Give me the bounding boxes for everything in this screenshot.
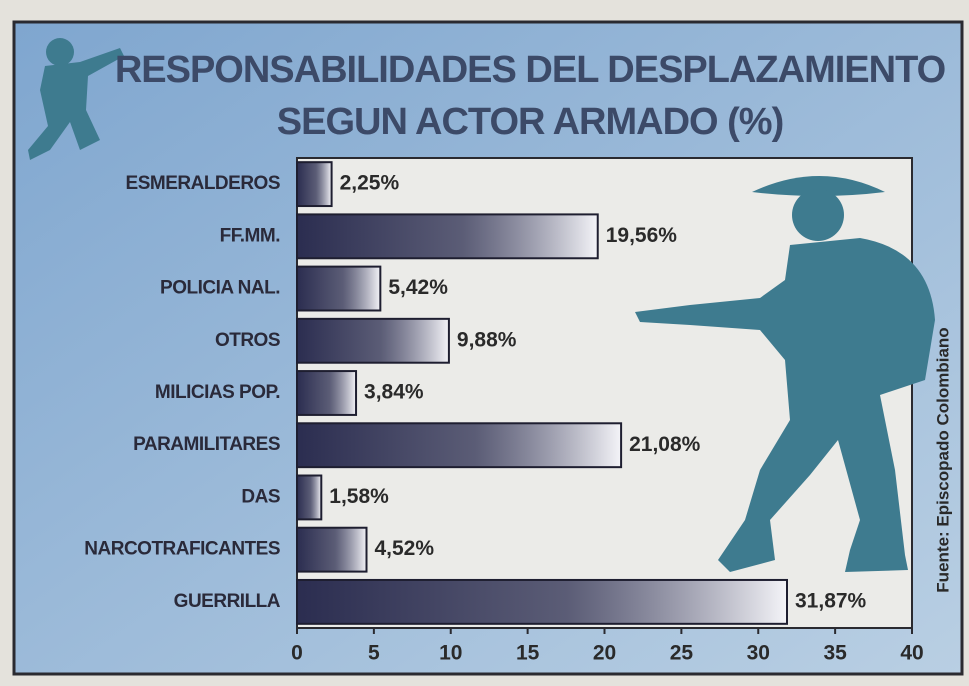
bar [297, 319, 449, 363]
bar [297, 371, 356, 415]
x-tick-label: 10 [439, 642, 462, 665]
data-label: 2,25% [340, 172, 400, 195]
source: Fuente: Episcopado Colombiano [933, 327, 952, 592]
x-tick-label: 0 [291, 642, 303, 665]
y-tick-label: POLICIA NAL. [160, 278, 280, 299]
chart: RESPONSABILIDADES DEL DESPLAZAMIENTO SEGU… [0, 0, 969, 686]
y-tick-label: DAS [241, 486, 280, 507]
y-tick-label: ESMERALDEROS [126, 173, 280, 194]
x-tick-label: 5 [368, 642, 380, 665]
data-label: 1,58% [329, 485, 389, 508]
y-tick-label: PARAMILITARES [133, 434, 280, 455]
x-tick-label: 35 [823, 642, 847, 665]
bar [297, 528, 366, 572]
bar [297, 423, 621, 467]
bar [297, 162, 332, 206]
data-label: 21,08% [629, 433, 701, 456]
data-label: 3,84% [364, 381, 424, 404]
x-tick-label: 30 [747, 642, 770, 665]
chart-title: SEGUN ACTOR ARMADO (%) [277, 101, 783, 143]
data-label: 19,56% [606, 224, 678, 247]
y-tick-label: FF.MM. [220, 225, 280, 246]
y-tick-label: NARCOTRAFICANTES [84, 539, 280, 560]
data-label: 9,88% [457, 328, 517, 351]
bar [297, 214, 598, 258]
y-tick-label: GUERRILLA [174, 591, 281, 612]
data-label: 4,52% [374, 537, 434, 560]
chart-title: RESPONSABILIDADES DEL DESPLAZAMIENTO [115, 49, 945, 91]
x-tick-label: 15 [516, 642, 540, 665]
data-label: 5,42% [388, 276, 448, 299]
bar [297, 476, 321, 520]
y-tick-label: MILICIAS POP. [155, 382, 280, 403]
x-tick-label: 20 [593, 642, 616, 665]
data-label: 31,87% [795, 589, 867, 612]
page: {"chart_data": {"type": "bar", "orientat… [0, 0, 969, 686]
x-tick-label: 25 [670, 642, 694, 665]
x-tick-label: 40 [900, 642, 923, 665]
bar [297, 580, 787, 624]
y-tick-label: OTROS [215, 330, 280, 351]
bar [297, 267, 380, 311]
